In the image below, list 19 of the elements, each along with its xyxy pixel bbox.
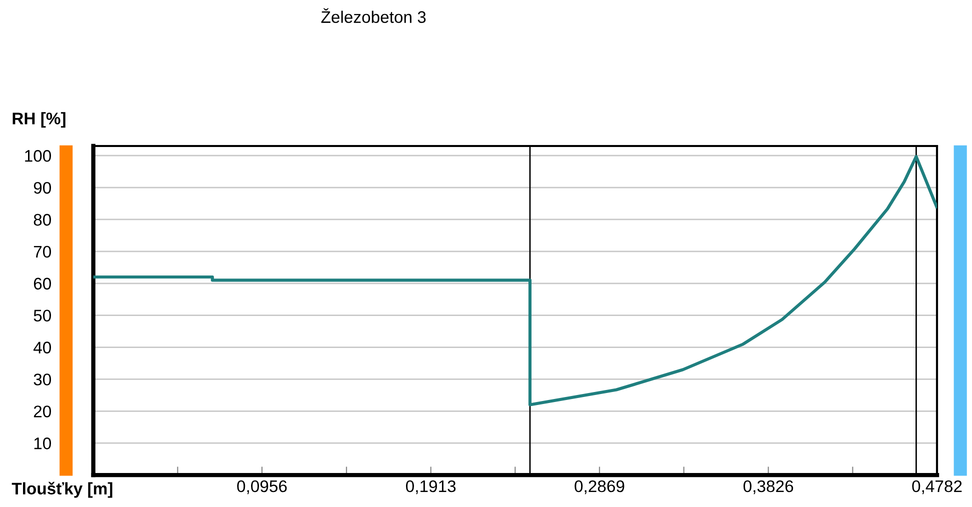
x-tick-label: 0,4782 — [912, 480, 962, 494]
y-tick-label: 100 — [25, 150, 51, 162]
x-tick-label: 0,3826 — [744, 480, 794, 494]
y-tick-label: 40 — [33, 342, 51, 354]
y-axis-title: RH [%] — [12, 112, 66, 128]
y-tick-label: 20 — [34, 406, 51, 418]
line-series — [93, 155, 938, 406]
y-tick-label: 60 — [34, 278, 51, 290]
x-tick-label: 0,1913 — [406, 480, 456, 494]
y-tick-label: 30 — [34, 374, 51, 386]
y-tick-label: 90 — [34, 182, 51, 194]
y-tick-label: 80 — [34, 214, 51, 226]
y-tick-label: 50 — [34, 310, 51, 322]
y-tick-label: 70 — [34, 246, 51, 258]
text: Železobeton 3 — [321, 8, 426, 23]
x-axis-title: Tloušťky [m] — [12, 482, 112, 498]
x-tick-label: 0,0956 — [237, 480, 287, 494]
x-tick-label: 0,2869 — [574, 480, 624, 494]
y-tick-label: 10 — [34, 438, 51, 450]
